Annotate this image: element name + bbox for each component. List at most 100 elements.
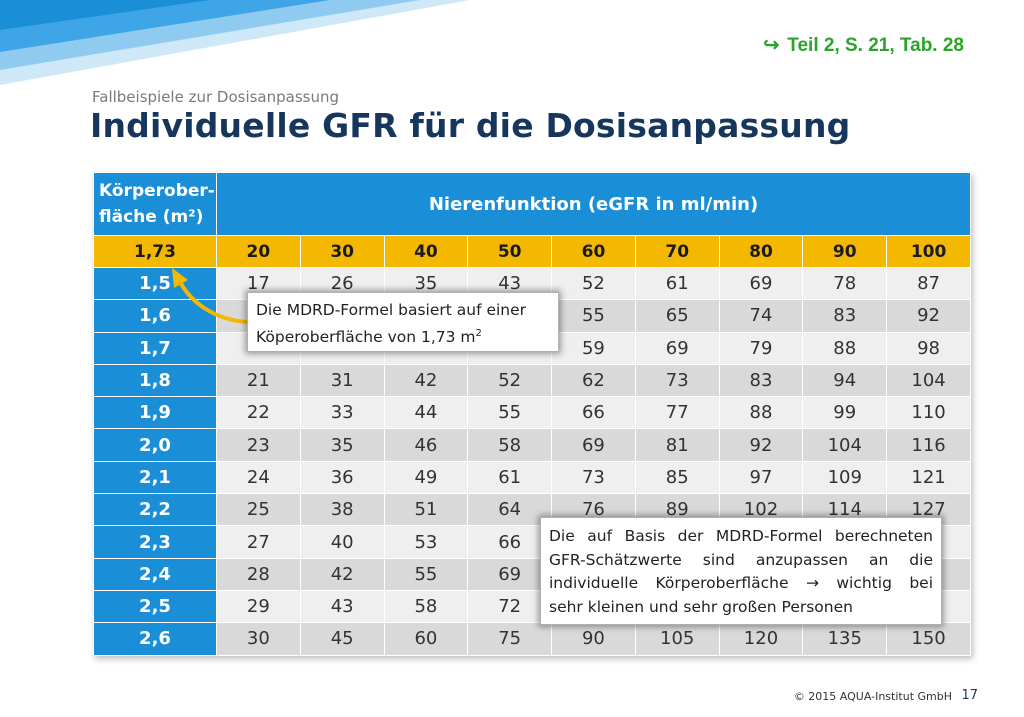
table-cell: 23 <box>216 428 301 462</box>
table-cell: 73 <box>634 363 720 398</box>
table-cell: 27 <box>216 525 301 559</box>
body-surface-header: Körperober- fläche (m²) <box>93 172 217 236</box>
table-cell: 58 <box>467 428 553 462</box>
reference-cell: 60 <box>551 235 636 268</box>
table-cell: 52 <box>467 363 553 398</box>
table-cell: 92 <box>718 428 804 462</box>
table-cell: 29 <box>216 589 301 624</box>
table-cell: 25 <box>216 493 301 527</box>
reference-cell: 100 <box>886 235 971 268</box>
table-cell: 97 <box>718 460 804 495</box>
table-row: 2,2 25 38 51 64 76 89 102 114 127 <box>93 493 971 527</box>
table-cell: 52 <box>551 266 636 301</box>
slide-subtitle: Fallbeispiele zur Dosisanpassung <box>92 88 340 106</box>
table-row: 2,6 30 45 60 75 90 105 120 135 150 <box>93 622 971 656</box>
table-cell: 61 <box>467 460 553 495</box>
table-cell: 53 <box>383 525 469 559</box>
table-row: 1,8 21 31 42 52 62 73 83 94 104 <box>93 363 971 398</box>
reference-cell: 80 <box>718 235 804 268</box>
page-number: 17 <box>961 688 978 703</box>
table-cell: 85 <box>634 460 720 495</box>
table-cell: 135 <box>802 622 888 656</box>
table-cell: 43 <box>299 589 385 624</box>
decorative-header-swoosh <box>0 0 470 85</box>
adjustment-callout-line2: GFR-Schätzwerte sind anzupassen an die <box>549 550 933 569</box>
mdrd-callout-line2: Köperoberfläche von 1,73 m2 <box>256 322 550 349</box>
slide-title: Individuelle GFR für die Dosisanpassung <box>90 106 851 145</box>
table-cell: 35 <box>299 428 385 462</box>
table-cell: 69 <box>634 331 720 365</box>
table-cell: 24 <box>216 460 301 495</box>
table-row: 2,1 24 36 49 61 73 85 97 109 121 <box>93 460 971 495</box>
reference-row: 1,73 20 30 40 50 60 70 80 90 100 <box>93 235 971 268</box>
reference-cell: 40 <box>383 235 469 268</box>
table-cell: 31 <box>299 363 385 398</box>
table-cell: 30 <box>216 622 301 656</box>
table-cell: 116 <box>886 428 971 462</box>
row-label: 1,9 <box>93 396 217 430</box>
table-cell: 104 <box>802 428 888 462</box>
table-cell: 79 <box>718 331 804 365</box>
row-label: 2,6 <box>93 622 217 656</box>
reference-cell: 50 <box>467 235 553 268</box>
table-cell: 69 <box>467 557 553 591</box>
body-surface-header-line1: Körperober- <box>99 181 215 201</box>
table-cell: 98 <box>886 331 971 365</box>
table-cell: 104 <box>886 363 971 398</box>
adjustment-callout: Die auf Basis der MDRD-Formel berechnete… <box>540 517 942 625</box>
table-cell: 78 <box>802 266 888 301</box>
table-cell: 69 <box>718 266 804 301</box>
table-cell: 83 <box>802 299 888 333</box>
table-cell: 40 <box>299 525 385 559</box>
table-row: 2,0 23 35 46 58 69 81 92 104 116 <box>93 428 971 462</box>
kidney-function-header: Nierenfunktion (eGFR in ml/min) <box>216 172 971 236</box>
row-label: 2,3 <box>93 525 217 559</box>
table-cell: 46 <box>383 428 469 462</box>
table-cell: 87 <box>886 266 971 301</box>
table-cell: 55 <box>467 396 553 430</box>
row-label: 2,1 <box>93 460 217 495</box>
reference-text: Teil 2, S. 21, Tab. 28 <box>787 35 964 56</box>
row-label: 2,5 <box>93 589 217 624</box>
table-cell: 55 <box>383 557 469 591</box>
table-cell: 92 <box>886 299 971 333</box>
table-cell: 55 <box>551 299 636 333</box>
table-body: 1,5 17 26 35 43 52 61 69 78 87 1,6 55 65 74 83 92 1,7 59 6… <box>93 266 971 656</box>
row-label: 1,5 <box>93 266 217 301</box>
table-cell: 38 <box>299 493 385 527</box>
table-row: 1,5 17 26 35 43 52 61 69 78 87 <box>93 266 971 301</box>
row-label: 2,0 <box>93 428 217 462</box>
table-cell: 21 <box>216 363 301 398</box>
arrow-return-icon: ↪ <box>763 35 780 56</box>
table-cell: 22 <box>216 396 301 430</box>
table-cell: 59 <box>551 331 636 365</box>
adjustment-callout-line3: individuelle Körperoberfläche → wichtig … <box>549 574 933 592</box>
table-cell: 28 <box>216 557 301 591</box>
mdrd-callout-sup: 2 <box>475 328 482 339</box>
table-cell: 73 <box>551 460 636 495</box>
gfr-table: Körperober- fläche (m²) Nierenfunktion (… <box>93 172 971 656</box>
table-cell: 66 <box>551 396 636 430</box>
table-cell: 69 <box>551 428 636 462</box>
row-label: 1,8 <box>93 363 217 398</box>
reference-cell: 30 <box>299 235 385 268</box>
table-cell: 36 <box>299 460 385 495</box>
table-cell: 109 <box>802 460 888 495</box>
table-cell: 44 <box>383 396 469 430</box>
mdrd-callout-line2-text: Köperoberfläche von 1,73 m <box>256 328 476 347</box>
copyright: © 2015 AQUA-Institut GmbH <box>793 690 952 703</box>
table-cell: 81 <box>634 428 720 462</box>
mdrd-callout-line1: Die MDRD-Formel basiert auf einer <box>256 301 527 319</box>
table-cell: 90 <box>551 622 636 656</box>
table-cell: 77 <box>634 396 720 430</box>
table-cell: 65 <box>634 299 720 333</box>
table-header-row: Körperober- fläche (m²) Nierenfunktion (… <box>93 172 971 236</box>
table-cell: 110 <box>886 396 971 430</box>
table-cell: 61 <box>634 266 720 301</box>
row-label: 2,2 <box>93 493 217 527</box>
table-cell: 49 <box>383 460 469 495</box>
mdrd-callout: Die MDRD-Formel basiert auf einer Köpero… <box>247 292 559 352</box>
table-row: 1,9 22 33 44 55 66 77 88 99 110 <box>93 396 971 430</box>
table-cell: 33 <box>299 396 385 430</box>
table-cell: 60 <box>383 622 469 656</box>
